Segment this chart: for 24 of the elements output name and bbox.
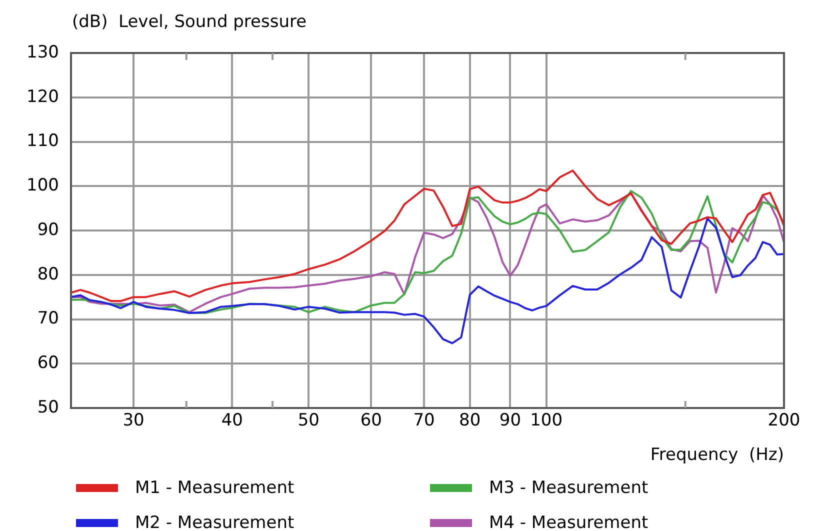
y-tick-label: 110 (26, 131, 59, 152)
x-tick-label: 50 (298, 410, 320, 431)
y-tick-label: 120 (26, 86, 59, 107)
x-tick-label: 200 (768, 410, 800, 431)
y-tick-label: 60 (37, 353, 59, 374)
x-tick-label: 60 (360, 410, 382, 431)
x-tick-label: 90 (499, 410, 522, 431)
x-tick-label: 100 (530, 410, 563, 431)
x-tick-label: 30 (122, 410, 144, 431)
x-tick-label: 40 (221, 410, 243, 431)
legend-label: M2 - Measurement (135, 512, 294, 531)
x-axis-title: Frequency (Hz) (650, 445, 784, 466)
y-tick-label: 50 (37, 397, 59, 418)
legend-label: M3 - Measurement (489, 478, 648, 498)
x-tick-label: 70 (413, 410, 435, 431)
y-tick-label: 70 (37, 308, 59, 329)
y-tick-label: 100 (26, 176, 59, 196)
legend-label: M1 - Measurement (135, 478, 294, 498)
legend-label: M4 - Measurement (489, 512, 648, 531)
y-axis-title: (dB) Level, Sound pressure (72, 12, 307, 32)
y-tick-label: 130 (26, 42, 59, 62)
x-tick-label: 80 (459, 410, 481, 431)
y-tick-label: 80 (37, 264, 59, 284)
y-tick-label: 90 (37, 220, 59, 240)
